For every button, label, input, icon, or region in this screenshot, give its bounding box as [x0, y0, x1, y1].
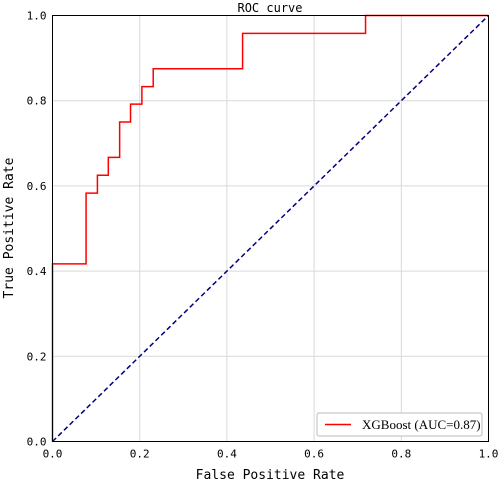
y-tick-label: 0.4 [27, 265, 47, 278]
chance-diagonal-line [51, 14, 490, 443]
y-tick-label: 0.0 [27, 436, 47, 449]
x-tick-label: 0.6 [304, 448, 324, 461]
x-axis-label: False Positive Rate [196, 468, 345, 483]
x-tick-label: 0.0 [43, 448, 63, 461]
roc-curve-xgboost [51, 14, 489, 442]
x-tick-label: 1.0 [479, 448, 499, 461]
x-tick-label: 0.2 [130, 448, 150, 461]
series [51, 14, 490, 443]
legend-box [316, 412, 483, 437]
chart-title: ROC curve [237, 1, 302, 15]
x-tick-label: 0.4 [217, 448, 237, 461]
y-tick-label: 0.8 [27, 95, 47, 108]
y-axis-label: True Positive Rate [2, 157, 17, 298]
legend: XGBoost (AUC=0.87) [316, 412, 483, 437]
legend-label-xgboost: XGBoost (AUC=0.87) [362, 417, 481, 432]
y-tick-label: 0.6 [27, 180, 47, 193]
x-tick-label: 0.8 [391, 448, 411, 461]
y-tick-label: 0.2 [27, 350, 47, 363]
tick-labels: 0.0 0.2 0.4 0.6 0.8 1.0 0.0 0.2 0.4 0.6 0.8 1.0 [27, 10, 499, 461]
plot-frame [52, 15, 489, 442]
y-tick-label: 1.0 [27, 10, 47, 23]
